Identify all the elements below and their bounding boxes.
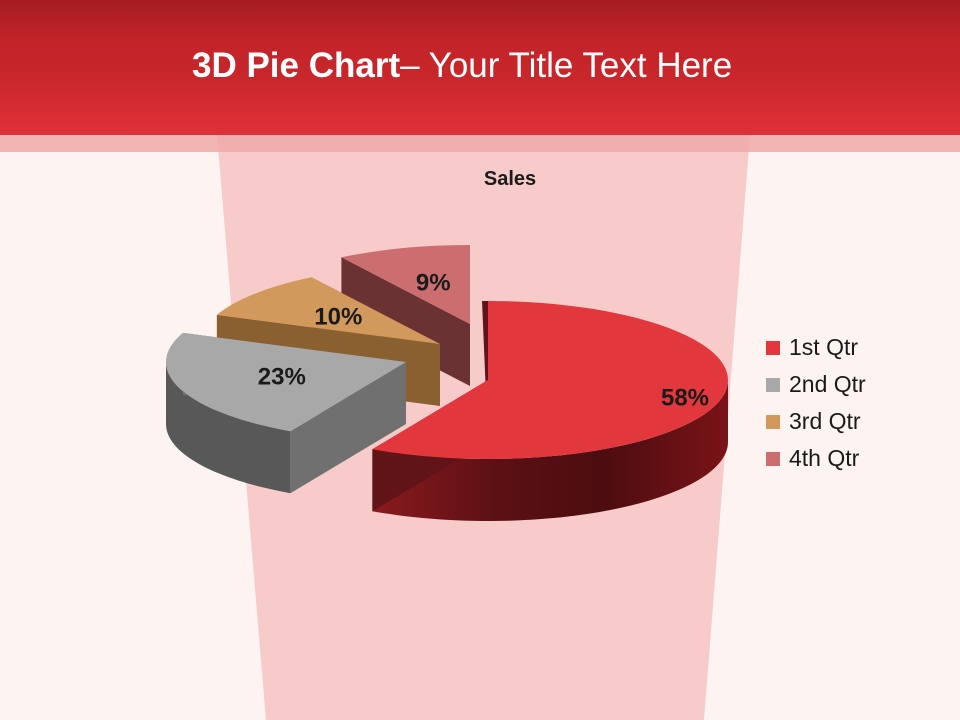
svg-text:23%: 23% [258, 364, 306, 391]
svg-text:58%: 58% [661, 384, 709, 411]
svg-text:10%: 10% [314, 303, 362, 330]
svg-text:9%: 9% [416, 269, 451, 296]
